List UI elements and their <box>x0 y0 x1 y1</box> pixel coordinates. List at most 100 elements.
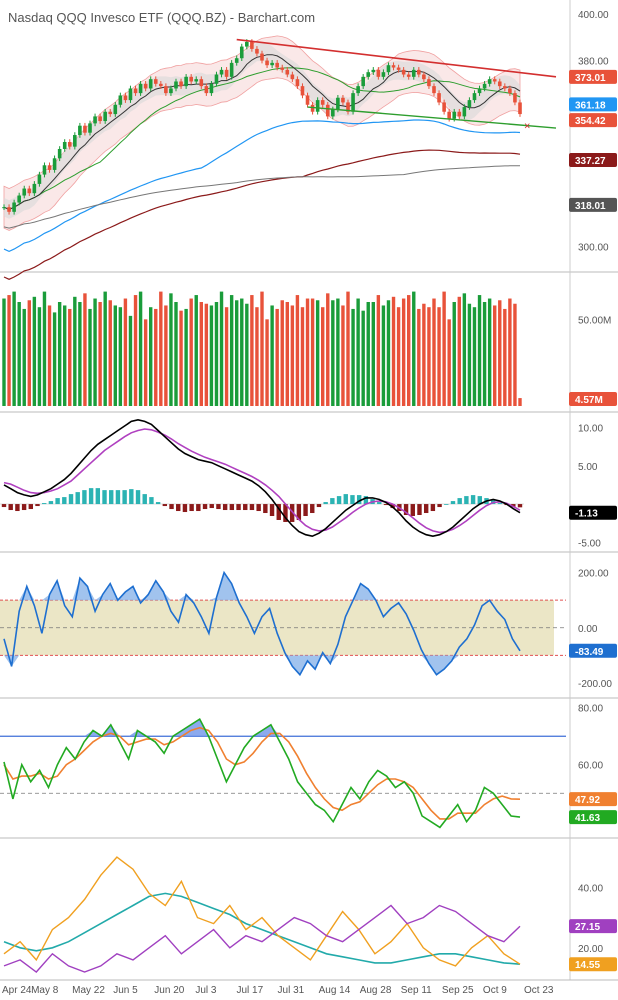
price-candle <box>503 86 507 89</box>
macd-histogram-bar <box>142 494 147 505</box>
macd-histogram-bar <box>403 504 409 516</box>
cci-tick-label: 0.00 <box>578 624 598 635</box>
price-candle <box>422 74 426 80</box>
price-candle <box>406 74 411 77</box>
volume-bar <box>265 319 269 406</box>
macd-histogram-bar <box>176 504 181 512</box>
volume-bar <box>472 307 477 406</box>
x-axis-tick-label: Jul 3 <box>195 985 217 996</box>
price-candle <box>361 76 365 87</box>
price-candle <box>12 202 16 212</box>
macd-histogram-bar <box>249 504 255 511</box>
price-value-badge-bg <box>569 97 617 112</box>
volume-bar <box>437 307 441 406</box>
volume-bar <box>17 302 21 406</box>
x-axis-tick-label: Jul 31 <box>278 985 305 996</box>
macd-histogram-bar <box>464 496 469 505</box>
volume-bar <box>467 303 472 406</box>
volume-bar <box>149 307 153 406</box>
price-tick-label: 400.00 <box>578 10 609 21</box>
price-candle <box>513 93 517 103</box>
price-candle <box>159 83 163 87</box>
macd-histogram-bar <box>457 498 462 505</box>
volume-bar <box>513 303 517 406</box>
price-candle <box>275 62 279 68</box>
dmi-last-badge-bg <box>569 919 617 934</box>
volume-bar <box>407 295 411 406</box>
price-candle <box>239 46 244 59</box>
price-candle <box>447 111 451 119</box>
price-candle <box>396 67 401 70</box>
cci-line <box>3 570 521 677</box>
price-candle <box>138 83 143 94</box>
volume-bar <box>442 291 446 406</box>
macd-histogram-bar <box>209 504 214 509</box>
price-candle <box>128 88 133 101</box>
volume-bar <box>27 300 31 406</box>
stoch-last-badge: 41.63 <box>575 813 600 824</box>
price-candle <box>250 41 254 49</box>
volume-bar <box>52 312 57 406</box>
price-candle <box>52 158 57 170</box>
price-candle <box>371 69 376 73</box>
x-axis-tick-label: Jul 17 <box>236 985 263 996</box>
volume-bar <box>498 300 502 406</box>
macd-histogram-bar <box>316 504 322 508</box>
macd-last-badge: -1.13 <box>575 509 598 520</box>
macd-histogram-bar <box>1 504 7 508</box>
macd-histogram-bar <box>62 497 67 505</box>
volume-bar <box>386 300 391 406</box>
volume-bar <box>457 296 461 406</box>
macd-histogram-bar <box>35 504 40 507</box>
volume-bar <box>462 293 467 406</box>
x-axis-tick-label: May 22 <box>72 985 105 996</box>
price-candle <box>411 69 416 77</box>
price-candle <box>32 183 37 194</box>
price-candle <box>477 88 482 94</box>
volume-bar <box>255 307 259 406</box>
volume-bar <box>336 298 340 406</box>
price-candle <box>452 111 457 119</box>
macd-histogram-bar <box>75 492 80 505</box>
price-candle <box>98 116 102 122</box>
price-candle <box>467 100 472 108</box>
price-candle <box>113 104 118 115</box>
cci-last-badge: -83.49 <box>575 647 604 658</box>
cci-panel: 200.00 0.00 -200.00 -83.49 <box>0 569 617 690</box>
volume-bar <box>285 302 289 406</box>
price-candle <box>325 104 330 117</box>
volume-bar <box>128 315 133 406</box>
price-candle <box>219 69 224 75</box>
volume-bar <box>83 293 87 406</box>
volume-bar <box>98 302 102 406</box>
volume-bar <box>396 307 401 406</box>
volume-bar <box>401 298 406 406</box>
price-candle <box>93 116 97 124</box>
volume-bar <box>240 298 244 406</box>
macd-histogram-bar <box>162 504 168 507</box>
volume-bar <box>113 305 117 406</box>
price-candle <box>295 79 300 87</box>
macd-histogram-bar <box>310 504 315 514</box>
macd-histogram-bar <box>437 504 442 508</box>
volume-bar <box>290 305 295 406</box>
macd-panel: 10.00 5.00 -5.00 -1.13 <box>0 418 617 549</box>
macd-histogram-bar <box>216 504 221 510</box>
volume-bar <box>503 308 507 406</box>
stoch-d-line <box>3 726 521 820</box>
volume-bar <box>310 298 315 406</box>
price-candle <box>366 72 371 77</box>
price-candle <box>518 102 522 115</box>
price-candle <box>108 111 113 115</box>
volume-bar <box>417 308 421 406</box>
volume-bar <box>315 300 320 406</box>
price-candle <box>432 86 436 94</box>
price-sma-blue-line <box>3 119 521 253</box>
price-candle <box>17 195 21 203</box>
volume-bar <box>391 296 396 406</box>
macd-histogram-bar <box>55 498 60 505</box>
volume-bar <box>108 300 112 406</box>
macd-histogram-bar <box>269 504 275 517</box>
macd-tick-label: -5.00 <box>578 538 601 549</box>
macd-tick-label: 5.00 <box>578 462 598 473</box>
